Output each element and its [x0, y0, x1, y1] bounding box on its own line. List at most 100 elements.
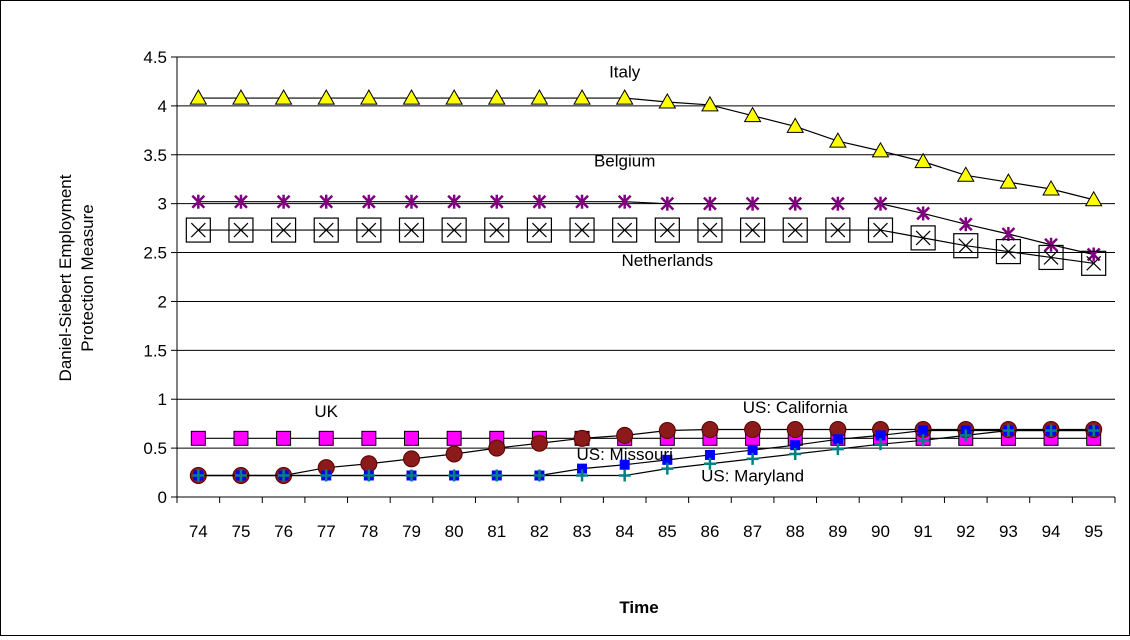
- data-point: [703, 196, 717, 211]
- data-point: [871, 141, 890, 158]
- box-marker: [356, 217, 382, 243]
- data-point: [448, 469, 461, 482]
- data-point: [361, 430, 377, 446]
- data-point: [739, 217, 766, 243]
- box-marker: [526, 217, 553, 243]
- x-tick-label: 75: [231, 522, 250, 541]
- x-tick-label: 93: [999, 522, 1018, 541]
- x-stroke: [617, 222, 633, 238]
- data-point: [782, 217, 808, 243]
- data-point: [274, 89, 293, 105]
- data-point: [1081, 250, 1107, 276]
- data-point: [916, 206, 931, 221]
- data-point: [910, 225, 936, 251]
- x-stroke: [702, 222, 718, 238]
- x-stroke: [873, 222, 888, 238]
- data-point: [743, 106, 762, 123]
- box-marker: [739, 217, 766, 243]
- data-point: [533, 469, 546, 482]
- x-stroke: [830, 222, 846, 238]
- series-line: [198, 97, 1094, 201]
- box-marker: [697, 217, 723, 243]
- annotation-label: US: Maryland: [701, 466, 804, 485]
- data-point: [360, 89, 378, 105]
- box-marker: [1038, 244, 1064, 271]
- data-point: [788, 196, 803, 211]
- x-stroke: [489, 222, 505, 238]
- box-marker: [185, 217, 211, 243]
- x-stroke: [787, 222, 803, 238]
- y-tick-label: 0: [158, 488, 167, 507]
- x-stroke: [1000, 244, 1016, 260]
- x-tick-label: 74: [189, 522, 208, 541]
- x-axis-ticks: 74 75 76 77 78 79 80 81 82 83 84 85 86 87 88 89 90 91 92 93…: [176, 497, 1116, 541]
- data-point: [361, 194, 376, 209]
- x-stroke: [1086, 255, 1102, 271]
- annotation-label: Belgium: [594, 152, 655, 171]
- data-point: [185, 217, 211, 243]
- box-marker: [228, 217, 254, 243]
- data-point: [790, 440, 801, 451]
- box-marker: [270, 217, 297, 243]
- data-point: [489, 194, 504, 209]
- x-stroke: [276, 222, 292, 238]
- x-axis-title: Time: [619, 598, 658, 617]
- data-point: [569, 217, 595, 243]
- x-tick-label: 84: [615, 522, 634, 541]
- x-stroke: [958, 238, 974, 254]
- annotations: Italy Belgium Netherlands UK US: California U…: [314, 63, 848, 486]
- series-belgium: [191, 194, 1101, 262]
- data-point: [320, 469, 333, 482]
- data-point: [190, 430, 206, 446]
- data-point: [831, 443, 844, 456]
- x-tick-label: 95: [1084, 522, 1103, 541]
- data-point: [701, 421, 719, 439]
- data-point: [658, 92, 677, 109]
- gridlines: [176, 56, 1115, 498]
- x-stroke: [446, 222, 462, 238]
- data-point: [192, 469, 205, 482]
- data-point: [786, 421, 804, 439]
- y-axis-title-line1: Daniel-Siebert Employment: [56, 174, 75, 381]
- data-point: [832, 434, 843, 445]
- data-point: [318, 430, 334, 446]
- data-point: [1087, 424, 1100, 437]
- annotation-label: UK: [314, 402, 338, 421]
- annotation-label: US: California: [743, 398, 848, 417]
- series-line: [198, 429, 1094, 477]
- data-point: [1042, 179, 1060, 196]
- x-tick-label: 86: [700, 522, 719, 541]
- data-point: [490, 469, 503, 482]
- series-line: [198, 428, 1094, 477]
- data-point: [362, 469, 375, 482]
- data-point: [617, 194, 632, 209]
- data-point: [662, 454, 673, 465]
- data-point: [576, 469, 589, 482]
- y-tick-label: 2: [158, 292, 167, 311]
- data-point: [317, 89, 336, 105]
- x-tick-label: 92: [956, 522, 975, 541]
- data-point: [745, 196, 760, 211]
- data-point: [660, 196, 675, 211]
- box-marker: [654, 217, 680, 243]
- data-point: [404, 430, 419, 446]
- box-marker: [825, 217, 851, 243]
- data-point: [747, 445, 758, 456]
- data-point: [277, 469, 290, 482]
- annotation-label: Italy: [609, 63, 641, 82]
- data-point: [612, 217, 638, 243]
- annotation-label: Netherlands: [621, 251, 713, 270]
- data-point: [487, 89, 506, 105]
- data-point: [914, 152, 932, 169]
- series-us-maryland: [192, 424, 1100, 482]
- data-point: [445, 89, 463, 105]
- box-marker: [484, 217, 510, 243]
- data-point: [874, 438, 887, 451]
- box-marker: [441, 217, 467, 243]
- series-netherlands: [185, 217, 1107, 276]
- data-point: [484, 217, 510, 243]
- data-point: [402, 89, 421, 105]
- data-point: [234, 469, 247, 482]
